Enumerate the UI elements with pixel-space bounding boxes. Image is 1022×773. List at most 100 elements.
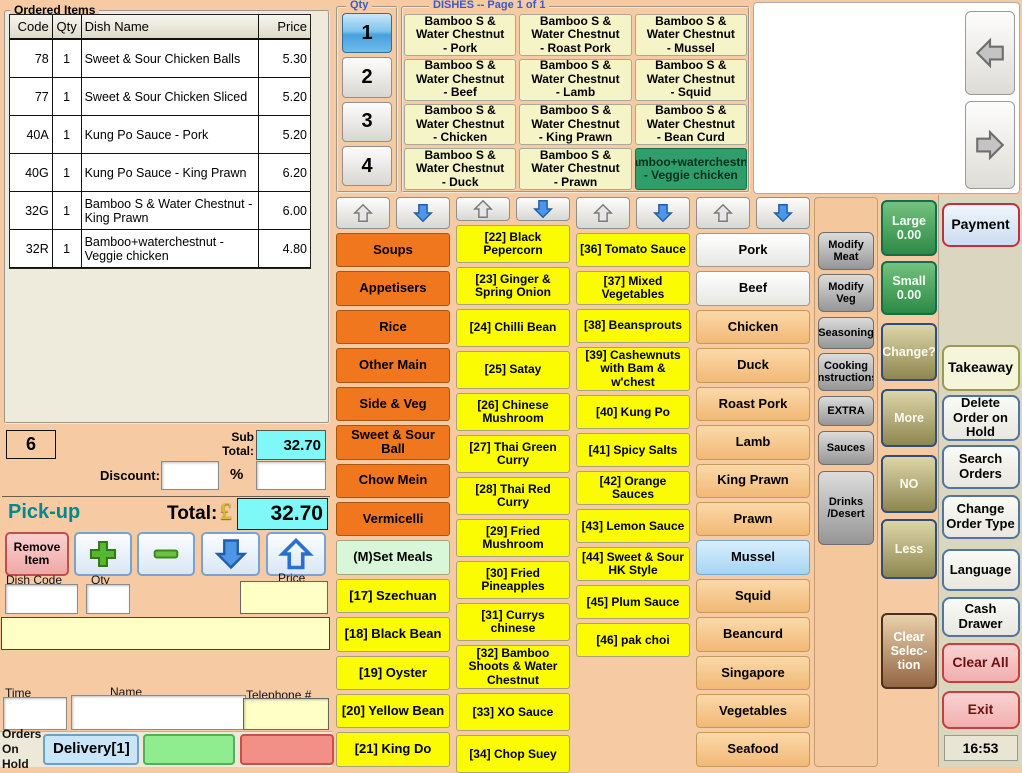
dish-button[interactable]: [27] Thai Green Curry [456,435,570,473]
dish-code-input[interactable] [5,584,78,614]
category-button[interactable]: (M)Set Meals [336,540,450,575]
hold-order-button[interactable] [143,734,236,765]
decrease-qty-button[interactable] [137,532,195,576]
dish-variant-button[interactable]: Bamboo S & Water Chestnut - Beef [404,58,517,101]
dish-variant-button[interactable]: Bamboo+waterchestnut - Veggie chicken [634,148,747,190]
dish-button[interactable]: [30] Fried Pineapples [456,561,570,599]
modifier-button[interactable]: Drinks /Desert [818,471,874,545]
scroll-down-button[interactable] [516,197,570,221]
action-button[interactable]: Small 0.00 [881,261,937,315]
menu-button[interactable]: Takeaway [941,345,1020,391]
modifier-button[interactable]: Modify Veg [818,274,874,312]
modifier-button[interactable]: EXTRA [818,396,874,426]
dish-variant-button[interactable]: Bamboo S & Water Chestnut - Pork [404,14,517,56]
table-row[interactable]: 32G 1 Bamboo S & Water Chestnut - King P… [10,192,310,230]
dish-variant-button[interactable]: Bamboo S & Water Chestnut - Lamb [519,58,632,101]
action-button[interactable]: Clear Selec- tion [881,613,937,689]
move-up-button[interactable] [266,532,326,576]
scroll-up-button[interactable] [336,197,390,229]
telephone-input[interactable] [243,698,329,730]
category-button[interactable]: Sweet & Sour Ball [336,425,450,460]
remove-item-button[interactable]: Remove Item [5,532,69,576]
dish-button[interactable]: [42] Orange Sauces [576,471,690,506]
dish-button[interactable]: [29] Fried Mushroom [456,519,570,557]
qty-input[interactable] [86,584,130,614]
scroll-down-button[interactable] [756,197,810,229]
category-button[interactable]: [20] Yellow Bean [336,694,450,729]
meat-button[interactable]: Duck [696,348,810,383]
move-down-button[interactable] [201,532,260,576]
scroll-up-button[interactable] [456,197,510,221]
meat-button[interactable]: Chicken [696,309,810,345]
menu-button[interactable]: Change Order Type [941,495,1020,539]
table-row[interactable]: 40A 1 Kung Po Sauce - Pork 5.20 [10,116,310,154]
category-button[interactable]: Appetisers [336,271,450,306]
dish-button[interactable]: [37] Mixed Vegetables [576,271,690,305]
category-button[interactable]: Vermicelli [336,501,450,537]
category-button[interactable]: Soups [336,233,450,268]
meat-button[interactable]: Squid [696,578,810,614]
dish-button[interactable]: [34] Chop Suey [456,735,570,773]
meat-button[interactable]: Seafood [696,732,810,767]
action-button[interactable]: Less [881,519,937,579]
meat-button[interactable]: Beancurd [696,617,810,652]
dish-variant-button[interactable]: Bamboo S & Water Chestnut - Mussel [634,14,747,56]
dish-variant-button[interactable]: Bamboo S & Water Chestnut - Roast Pork [519,14,632,56]
qty-number-button[interactable]: 3 [342,101,392,142]
scroll-up-button[interactable] [576,197,630,229]
menu-button[interactable]: Language [941,549,1020,591]
action-button[interactable]: NO [881,455,937,513]
meat-button[interactable]: Vegetables [696,694,810,729]
modifier-button[interactable]: Sauces [818,431,874,465]
dish-button[interactable]: [39] Cashewnuts with Bam & w'chest [576,347,690,392]
dish-button[interactable]: [23] Ginger & Spring Onion [456,267,570,305]
modifier-button[interactable]: Seasoning [818,317,874,349]
category-button[interactable]: [21] King Do [336,732,450,767]
category-button[interactable]: [17] Szechuan [336,578,450,614]
meat-button[interactable]: King Prawn [696,463,810,498]
modifier-button[interactable]: Modify Meat [818,232,874,270]
qty-number-button[interactable]: 2 [342,57,392,98]
meat-button[interactable]: Prawn [696,501,810,537]
category-button[interactable]: Side & Veg [336,386,450,422]
category-button[interactable]: Rice [336,309,450,345]
dish-variant-button[interactable]: Bamboo S & Water Chestnut - Prawn [519,148,632,190]
dish-button[interactable]: [41] Spicy Salts [576,433,690,468]
menu-button[interactable]: Search Orders [941,445,1020,489]
dish-variant-button[interactable]: Bamboo S & Water Chestnut - Duck [404,148,517,190]
dish-button[interactable]: [38] Beansprouts [576,309,690,343]
category-button[interactable]: [19] Oyster [336,655,450,691]
dish-button[interactable]: [26] Chinese Mushroom [456,393,570,431]
dish-variant-button[interactable]: Bamboo S & Water Chestnut - Chicken [404,103,517,146]
discount-input[interactable] [161,461,219,490]
menu-button[interactable]: Clear All [941,643,1020,683]
discount-percent-input[interactable] [256,461,326,490]
dish-button[interactable]: [45] Plum Sauce [576,585,690,620]
dish-button[interactable]: [40] Kung Po [576,395,690,430]
dish-button[interactable]: [46] pak choi [576,623,690,658]
table-row[interactable]: 77 1 Sweet & Sour Chicken Sliced 5.20 [10,78,310,116]
meat-button[interactable]: Pork [696,233,810,268]
menu-button[interactable]: Exit [941,691,1020,729]
table-row[interactable]: 32R 1 Bamboo+waterchestnut - Veggie chic… [10,230,310,268]
hold-order-button[interactable]: Delivery[1] [43,734,140,765]
dish-button[interactable]: [31] Currys chinese [456,603,570,641]
dish-button[interactable]: [36] Tomato Sauce [576,233,690,267]
time-input[interactable] [3,697,67,730]
dish-variant-button[interactable]: Bamboo S & Water Chestnut - King Prawn [519,103,632,146]
meat-button[interactable]: Lamb [696,425,810,460]
menu-button[interactable]: Cash Drawer [941,597,1020,637]
table-row[interactable]: 40G 1 Kung Po Sauce - King Prawn 6.20 [10,154,310,192]
modifier-button[interactable]: Cooking Instructions [818,353,874,391]
hold-order-button[interactable] [240,734,335,765]
dish-button[interactable]: [33] XO Sauce [456,693,570,732]
page-forward-button[interactable] [965,101,1015,189]
scroll-down-button[interactable] [396,197,450,229]
page-back-button[interactable] [965,11,1015,95]
meat-button[interactable]: Mussel [696,540,810,575]
action-button[interactable]: Change? [881,323,937,381]
category-button[interactable]: [18] Black Bean [336,617,450,652]
dish-button[interactable]: [32] Bamboo Shoots & Water Chestnut [456,645,570,690]
scroll-down-button[interactable] [636,197,690,229]
qty-number-button[interactable]: 4 [342,145,392,186]
